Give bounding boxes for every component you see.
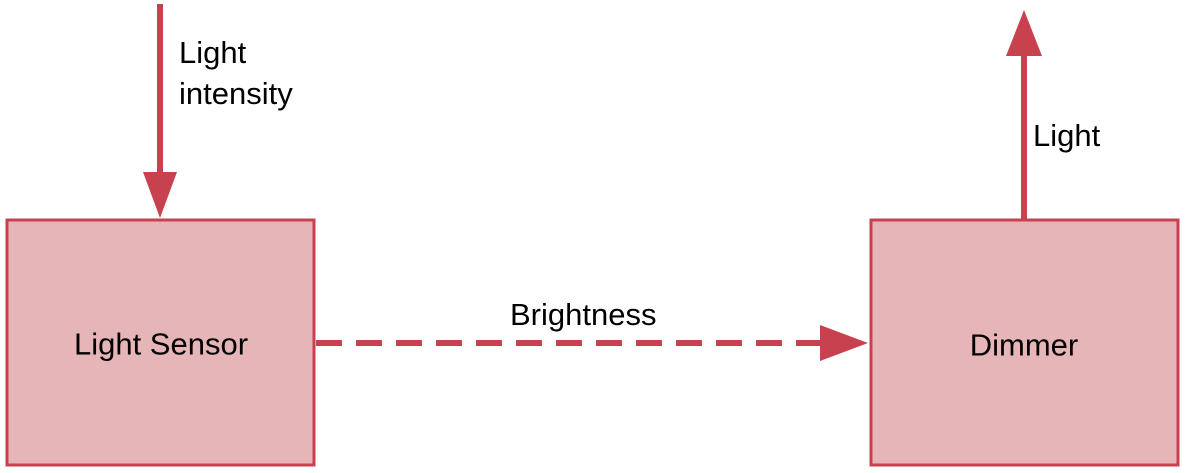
light-intensity-label-line1: Light — [179, 35, 247, 70]
light-output-arrowhead — [1006, 10, 1042, 56]
dimmer-node[interactable]: Dimmer — [869, 218, 1180, 467]
light-output-label: Light — [1033, 118, 1101, 153]
light-intensity-arrowhead — [143, 172, 177, 218]
dimmer-label: Dimmer — [970, 328, 1079, 363]
light-sensor-box — [5, 218, 316, 467]
light-sensor-label: Light Sensor — [74, 327, 248, 362]
light-intensity-arrow — [143, 4, 177, 218]
brightness-label: Brightness — [510, 297, 656, 332]
brightness-arrow — [316, 325, 868, 361]
brightness-arrowhead — [820, 325, 868, 361]
light-output-arrow — [1006, 10, 1042, 220]
light-intensity-label-line2: intensity — [179, 76, 293, 111]
light-sensor-node[interactable]: Light Sensor — [5, 218, 316, 467]
light-intensity-label: Light intensity — [179, 35, 293, 111]
